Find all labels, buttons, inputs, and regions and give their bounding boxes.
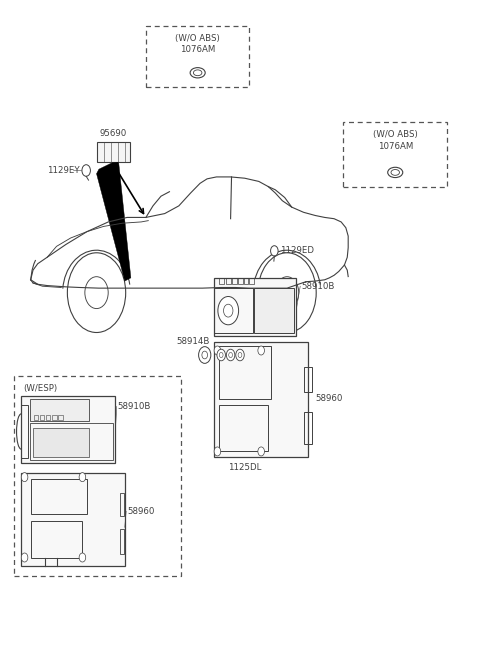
Bar [21,396,115,463]
Circle shape [228,352,232,358]
Circle shape [85,277,108,308]
Bar [59,415,63,420]
Circle shape [258,447,264,456]
Text: 1125DL: 1125DL [228,463,262,472]
Text: 58914B: 58914B [176,337,210,346]
Circle shape [214,447,221,456]
Bar [30,423,113,460]
Circle shape [79,553,86,562]
Circle shape [218,297,239,325]
Circle shape [202,351,207,359]
Circle shape [224,304,233,317]
Circle shape [236,349,244,361]
Text: 1076AM: 1076AM [180,45,216,54]
Bar [250,278,254,284]
Bar [244,278,249,284]
Text: (W/O ABS): (W/O ABS) [373,130,418,139]
Text: 58960: 58960 [127,506,155,516]
Bar [120,529,124,554]
Text: (W/ESP): (W/ESP) [24,384,58,393]
Bar [254,288,294,333]
Bar [30,399,88,421]
Bar [21,472,125,566]
Circle shape [21,553,28,562]
Circle shape [199,346,211,363]
Circle shape [217,349,226,361]
Circle shape [79,472,86,482]
Polygon shape [96,162,131,281]
Bar [52,415,57,420]
Circle shape [258,253,316,333]
Bar [33,428,89,457]
Bar [46,415,50,420]
Text: 58910B: 58910B [118,402,151,411]
Circle shape [227,349,235,361]
Bar [238,278,243,284]
Circle shape [258,346,264,355]
Bar [214,288,252,333]
Circle shape [276,277,299,308]
Text: 95690: 95690 [100,129,127,138]
Circle shape [82,165,90,176]
Circle shape [238,352,242,358]
Circle shape [271,246,278,256]
Bar [303,411,312,443]
Bar [146,26,250,87]
Text: 58960: 58960 [315,394,343,403]
Bar [214,342,308,457]
Bar [40,415,44,420]
Circle shape [67,253,126,333]
Circle shape [214,346,221,355]
Bar [232,278,237,284]
Text: 58910B: 58910B [301,281,335,291]
Text: 1129ED: 1129ED [280,247,314,255]
Text: 1076AM: 1076AM [378,142,413,151]
Bar [14,377,181,575]
Bar [344,122,447,186]
Bar [303,367,312,392]
Bar [96,142,131,162]
Bar [226,278,230,284]
Circle shape [219,352,223,358]
Bar [21,405,28,458]
Text: (W/O ABS): (W/O ABS) [175,33,220,43]
Bar [219,405,268,451]
Bar [219,346,271,399]
Bar [219,278,224,284]
Bar [214,278,297,336]
Bar [34,415,38,420]
Bar [31,479,87,514]
Circle shape [21,472,28,482]
Bar [31,521,83,558]
Bar [120,493,124,516]
Text: 1129EY: 1129EY [47,166,80,175]
